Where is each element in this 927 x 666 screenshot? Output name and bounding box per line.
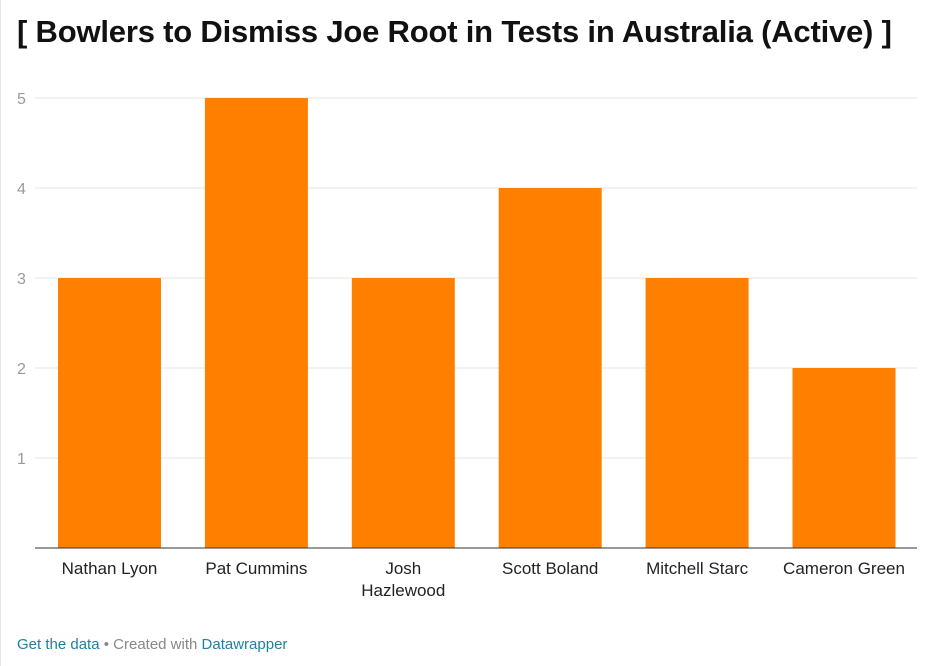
y-tick-label: 2 — [17, 361, 26, 378]
x-category-label: Scott Boland — [502, 559, 598, 578]
y-axis-ticks: 1 2 3 4 5 — [17, 91, 26, 468]
bar — [645, 278, 749, 548]
bar — [204, 98, 308, 548]
bar — [498, 188, 602, 548]
x-category-label: Mitchell Starc — [646, 559, 749, 578]
bar — [792, 368, 896, 548]
y-tick-label: 1 — [17, 451, 26, 468]
x-category-label: Josh — [385, 559, 421, 578]
y-tick-label: 4 — [17, 181, 26, 198]
get-data-link[interactable]: Get the data — [17, 636, 100, 653]
datawrapper-link[interactable]: Datawrapper — [201, 636, 288, 653]
y-tick-label: 5 — [17, 91, 26, 108]
footer: Get the data • Created with Datawrapper — [17, 636, 287, 653]
bar-chart: 1 2 3 4 5 Nathan Lyon Pat Cummins Josh Hazlewoo… — [17, 91, 917, 600]
x-category-label: Nathan Lyon — [62, 559, 158, 578]
bars — [58, 98, 896, 548]
x-category-label: Hazlewood — [361, 581, 445, 600]
bar — [58, 278, 161, 548]
y-tick-label: 3 — [17, 271, 26, 288]
x-category-label: Cameron Green — [783, 559, 905, 578]
gridlines — [35, 97, 917, 459]
bar — [351, 278, 455, 548]
x-axis-labels: Nathan Lyon Pat Cummins Josh Hazlewood Scott… — [62, 559, 905, 600]
x-category-label: Pat Cummins — [205, 559, 307, 578]
chart-title: [ Bowlers to Dismiss Joe Root in Tests i… — [17, 14, 892, 49]
footer-separator: • Created with — [99, 636, 202, 653]
